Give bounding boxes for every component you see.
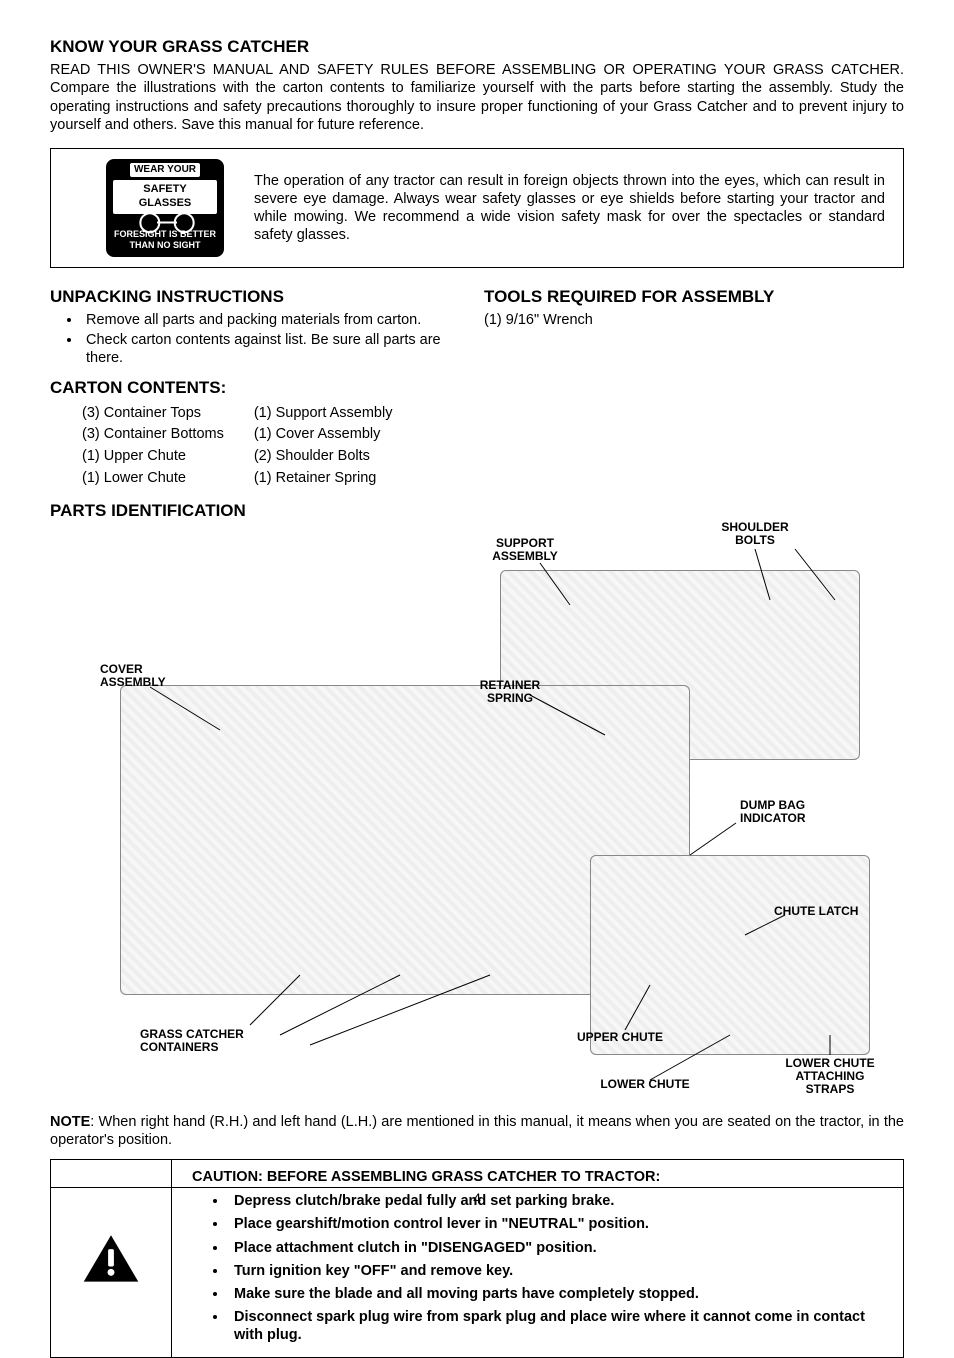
- unpacking-item: Check carton contents against list. Be s…: [82, 331, 480, 367]
- carton-item: (3) Container Tops: [82, 403, 224, 425]
- carton-item: (3) Container Bottoms: [82, 424, 224, 446]
- caution-item: Disconnect spark plug wire from spark pl…: [228, 1308, 893, 1344]
- sign-foresight-b: THAN NO SIGHT: [130, 240, 201, 250]
- unpacking-item: Remove all parts and packing materials f…: [82, 311, 480, 329]
- label-containers: GRASS CATCHER CONTAINERS: [140, 1028, 250, 1054]
- parts-id-heading: PARTS IDENTIFICATION: [50, 500, 480, 521]
- safety-callout-box: WEAR YOUR SAFETY GLASSES ◯—◯ FORESIGHT I…: [50, 148, 904, 268]
- safety-glasses-sign: WEAR YOUR SAFETY GLASSES ◯—◯ FORESIGHT I…: [106, 159, 224, 257]
- label-cover-assembly: COVER ASSEMBLY: [100, 663, 190, 689]
- caution-item: Place attachment clutch in "DISENGAGED" …: [228, 1239, 893, 1257]
- label-chute-latch: CHUTE LATCH: [774, 905, 884, 918]
- label-shoulder-bolts: SHOULDER BOLTS: [710, 521, 800, 547]
- page-number: 4: [51, 1187, 903, 1208]
- note-text: : When right hand (R.H.) and left hand (…: [50, 1114, 904, 1148]
- tools-item: (1) 9/16" Wrench: [484, 311, 904, 329]
- intro-paragraph: READ THIS OWNER'S MANUAL AND SAFETY RULE…: [50, 61, 904, 134]
- carton-item: (2) Shoulder Bolts: [254, 446, 393, 468]
- caution-item: Make sure the blade and all moving parts…: [228, 1285, 893, 1303]
- carton-heading: CARTON CONTENTS:: [50, 377, 480, 398]
- parts-diagram: COVER ASSEMBLY SUPPORT ASSEMBLY SHOULDER…: [50, 525, 904, 1105]
- label-lower-chute: LOWER CHUTE: [580, 1078, 710, 1091]
- caution-title: CAUTION: BEFORE ASSEMBLING GRASS CATCHER…: [192, 1168, 893, 1186]
- note-bold: NOTE: [50, 1114, 90, 1130]
- unpacking-heading: UNPACKING INSTRUCTIONS: [50, 286, 480, 307]
- goggles-icon: ◯—◯: [110, 217, 220, 227]
- sign-safety-glasses: SAFETY GLASSES: [113, 180, 217, 214]
- note-paragraph: NOTE: When right hand (R.H.) and left ha…: [50, 1113, 904, 1149]
- page-title: KNOW YOUR GRASS CATCHER: [50, 36, 904, 57]
- sign-wear-your: WEAR YOUR: [130, 163, 200, 178]
- warning-triangle-icon: [82, 1234, 140, 1284]
- unpacking-list: Remove all parts and packing materials f…: [50, 311, 480, 367]
- label-support-assembly: SUPPORT ASSEMBLY: [480, 537, 570, 563]
- carton-item: (1) Cover Assembly: [254, 424, 393, 446]
- carton-item: (1) Upper Chute: [82, 446, 224, 468]
- label-upper-chute: UPPER CHUTE: [560, 1031, 680, 1044]
- tools-heading: TOOLS REQUIRED FOR ASSEMBLY: [484, 286, 904, 307]
- carton-item: (1) Support Assembly: [254, 403, 393, 425]
- chute-drawing: [590, 855, 870, 1055]
- label-dump-bag: DUMP BAG INDICATOR: [740, 799, 830, 825]
- carton-item: (1) Lower Chute: [82, 468, 224, 490]
- caution-list: Depress clutch/brake pedal fully and set…: [192, 1192, 893, 1344]
- safety-text: The operation of any tractor can result …: [254, 172, 885, 245]
- label-retainer-spring: RETAINER SPRING: [470, 679, 550, 705]
- carton-contents: (3) Container Tops (3) Container Bottoms…: [50, 403, 480, 490]
- caution-item: Place gearshift/motion control lever in …: [228, 1215, 893, 1233]
- carton-item: (1) Retainer Spring: [254, 468, 393, 490]
- label-attaching-straps: LOWER CHUTE ATTACHING STRAPS: [770, 1057, 890, 1097]
- caution-item: Turn ignition key "OFF" and remove key.: [228, 1262, 893, 1280]
- sign-foresight-a: FORESIGHT IS BETTER: [114, 229, 216, 239]
